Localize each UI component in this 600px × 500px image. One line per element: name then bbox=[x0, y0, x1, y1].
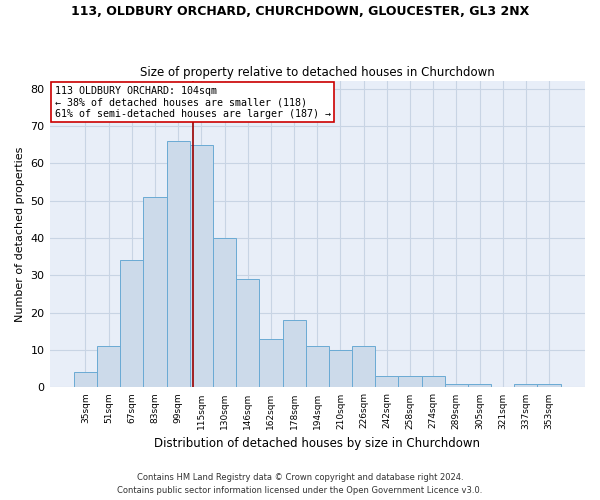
Bar bbox=[283, 320, 305, 388]
Y-axis label: Number of detached properties: Number of detached properties bbox=[15, 146, 25, 322]
Bar bbox=[352, 346, 375, 388]
Bar bbox=[143, 197, 167, 388]
Title: Size of property relative to detached houses in Churchdown: Size of property relative to detached ho… bbox=[140, 66, 494, 78]
Bar bbox=[259, 339, 283, 388]
Bar bbox=[190, 144, 213, 388]
Bar bbox=[120, 260, 143, 388]
Bar bbox=[422, 376, 445, 388]
Bar bbox=[445, 384, 468, 388]
Bar bbox=[375, 376, 398, 388]
Bar bbox=[74, 372, 97, 388]
Bar bbox=[398, 376, 422, 388]
Text: 113 OLDBURY ORCHARD: 104sqm
← 38% of detached houses are smaller (118)
61% of se: 113 OLDBURY ORCHARD: 104sqm ← 38% of det… bbox=[55, 86, 331, 119]
Bar bbox=[213, 238, 236, 388]
Bar bbox=[514, 384, 538, 388]
Text: Contains HM Land Registry data © Crown copyright and database right 2024.
Contai: Contains HM Land Registry data © Crown c… bbox=[118, 474, 482, 495]
Text: 113, OLDBURY ORCHARD, CHURCHDOWN, GLOUCESTER, GL3 2NX: 113, OLDBURY ORCHARD, CHURCHDOWN, GLOUCE… bbox=[71, 5, 529, 18]
Bar bbox=[167, 141, 190, 388]
Bar bbox=[468, 384, 491, 388]
Bar bbox=[305, 346, 329, 388]
Bar bbox=[97, 346, 120, 388]
Bar bbox=[236, 279, 259, 388]
Bar bbox=[329, 350, 352, 388]
Bar bbox=[538, 384, 560, 388]
X-axis label: Distribution of detached houses by size in Churchdown: Distribution of detached houses by size … bbox=[154, 437, 480, 450]
